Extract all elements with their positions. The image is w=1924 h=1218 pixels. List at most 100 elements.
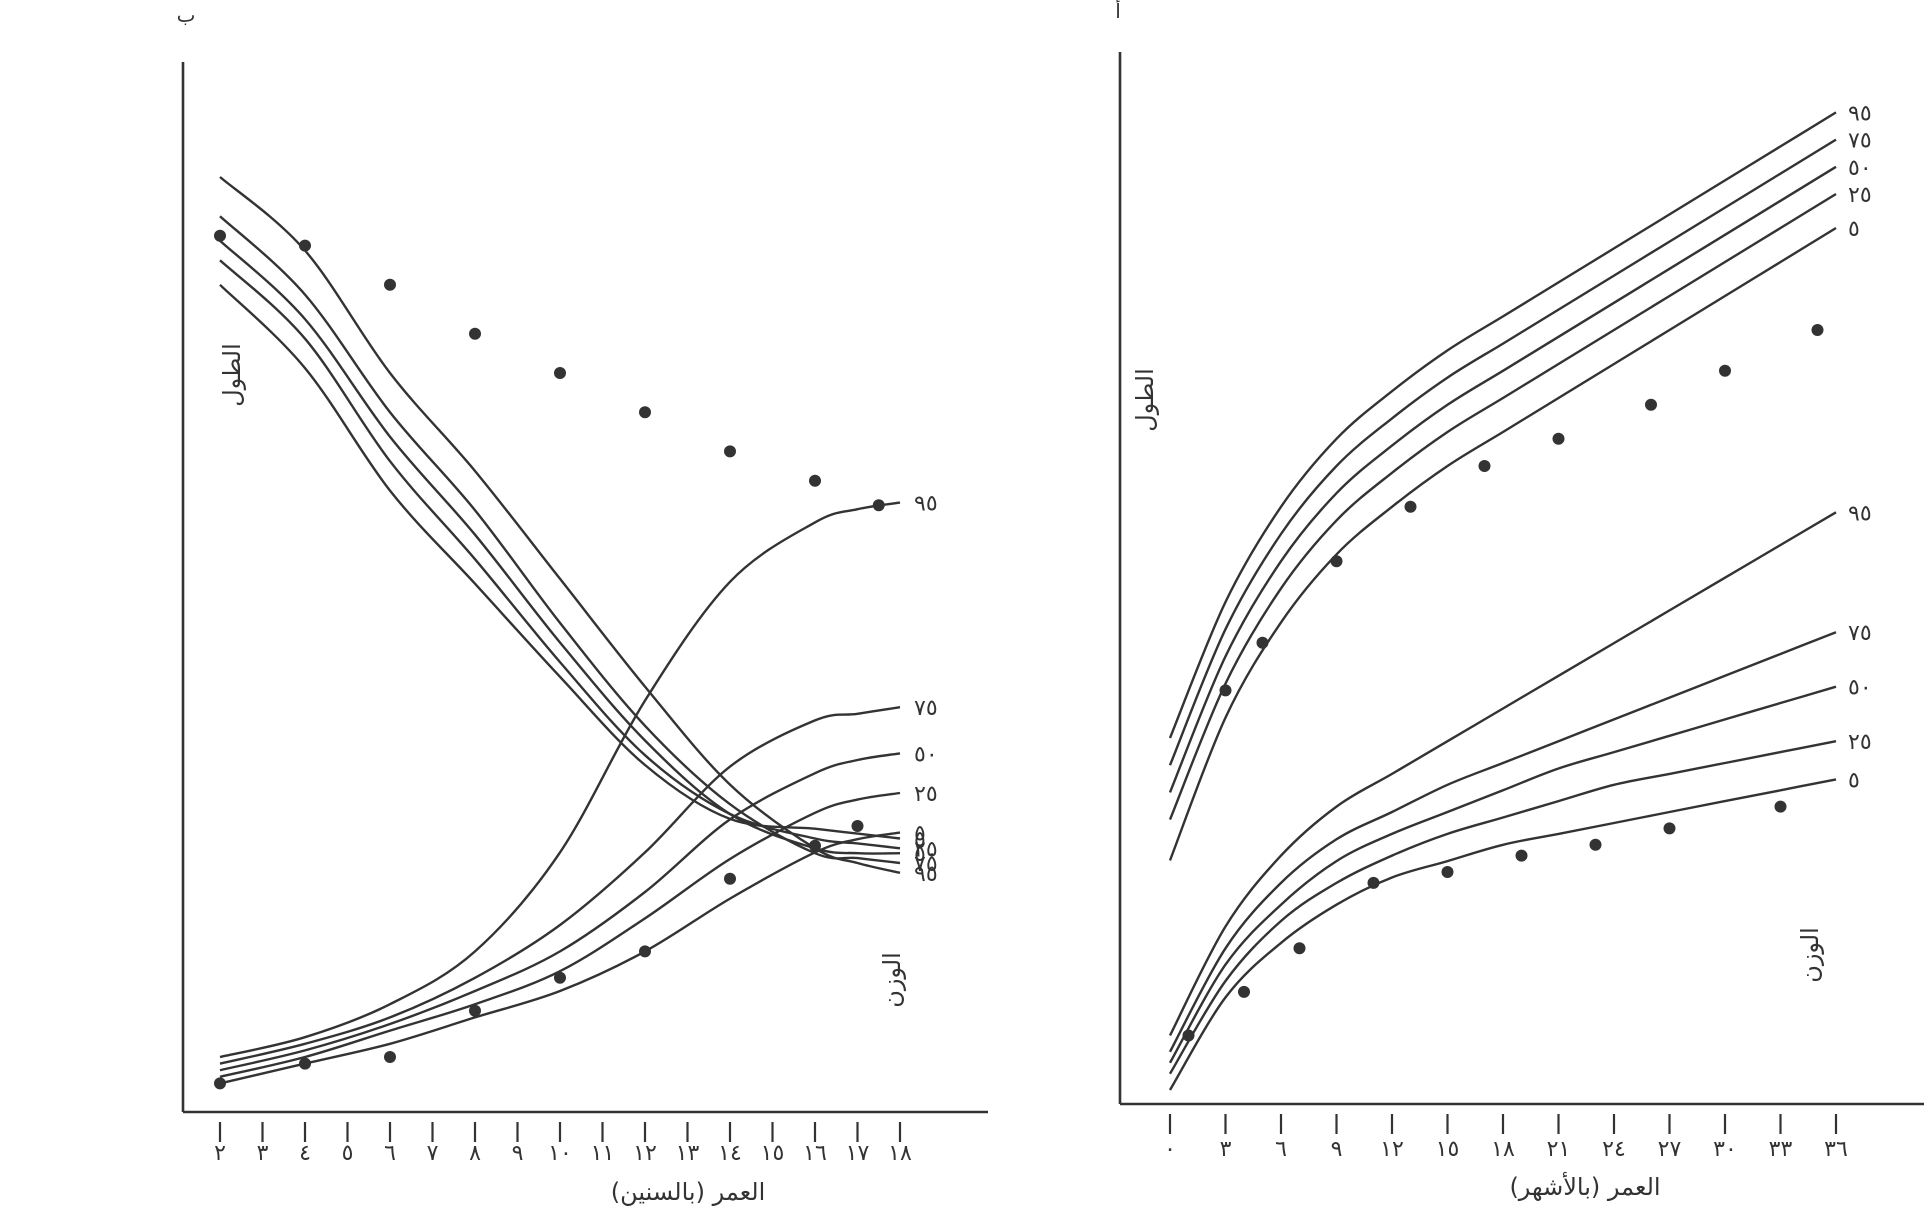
percentile-label: ٥: [914, 822, 926, 847]
percentile-label: ٢٥: [1848, 183, 1872, 208]
weight-curves-group: ٩٥ ٧٥ ٥٠ ٢٥ ٥ الوزن: [1168, 501, 1872, 1091]
measurement-point: [1645, 398, 1657, 411]
measurement-point: [639, 945, 651, 958]
x-tick-label: ٢١: [1547, 1137, 1571, 1162]
x-tick-label: ٤: [299, 1141, 311, 1166]
percentile-curve: [219, 283, 901, 840]
x-tick-label: ١٧: [846, 1141, 870, 1166]
percentile-curve: [219, 176, 901, 874]
measurement-point: [384, 1051, 396, 1063]
percentile-label: ٥: [1848, 768, 1860, 793]
percentile-label: ٩٥: [914, 862, 938, 887]
percentile-label: ٢٥: [914, 782, 938, 807]
percentile-curve: [219, 501, 901, 1059]
percentile-curve: [1168, 511, 1837, 1037]
x-tick-label: ٧: [427, 1141, 439, 1166]
percentile-curve: [1168, 631, 1837, 1053]
height-label: الطول: [218, 343, 246, 407]
percentile-label: ٥٠: [1848, 156, 1872, 181]
panel-b-age-years: ٢ ٣ ٤ ٥ ٦ ٧ ٨ ٩ ١٠ ١١ ١٢ ١٣ ١٤ ١٥ ١٦ ١٧ ١٨ العمر (بالسنين…: [177, 3, 988, 1206]
percentile-curve: [219, 259, 901, 850]
x-tick-label: ١٢: [633, 1141, 657, 1166]
percentile-label: ٧٥: [1848, 621, 1872, 646]
measurement-point: [1367, 876, 1380, 889]
percentile-label: ٩٥: [1848, 101, 1872, 126]
measurement-point: [1719, 364, 1731, 377]
panel-label: أ: [1115, 0, 1121, 23]
panel-label: ب: [177, 3, 196, 27]
percentile-curve: [219, 791, 901, 1078]
measurement-point: [299, 1057, 311, 1070]
percentile-curve: [219, 215, 901, 865]
measurement-point: [1478, 460, 1491, 472]
measurement-point: [214, 229, 226, 242]
x-tick-label: ٦: [1275, 1137, 1287, 1162]
percentile-curve: [1168, 685, 1837, 1064]
percentile-curve: [1168, 778, 1837, 1091]
x-tick-label: ٦: [384, 1141, 396, 1166]
measurement-point: [299, 239, 311, 252]
measurement-point: [1330, 555, 1343, 568]
measurement-point: [554, 971, 566, 984]
percentile-label: ٥٠: [914, 842, 938, 867]
measurement-point: [1219, 684, 1232, 697]
measurement-point: [724, 872, 736, 885]
x-tick-label: ١٦: [803, 1141, 827, 1166]
percentile-curve: [1168, 138, 1837, 766]
measurement-point: [469, 1004, 481, 1017]
percentile-label: ٢٥: [914, 837, 938, 862]
percentile-label: ٩٥: [1848, 501, 1872, 526]
measurement-point: [851, 820, 864, 832]
measurement-point: [1811, 324, 1824, 336]
percentile-label: ٥: [1848, 217, 1860, 242]
measurement-point: [1774, 800, 1787, 813]
x-tick-label: ٢٧: [1658, 1137, 1682, 1162]
percentile-label: ٩٥: [914, 492, 938, 517]
x-axis-label: العمر (بالأشهر): [1509, 1172, 1660, 1201]
percentile-label: ٧٥: [1848, 129, 1872, 154]
x-tick-label: ٩: [512, 1141, 524, 1166]
measurement-point: [1256, 636, 1269, 649]
measurement-point: [724, 445, 736, 458]
x-tick-label: ١٢: [1380, 1137, 1404, 1162]
percentile-label: ٢٥: [1848, 730, 1872, 755]
measurement-point: [809, 839, 821, 852]
x-tick-label: ٣٦: [1824, 1137, 1848, 1162]
weight-label: الوزن: [1796, 927, 1824, 983]
x-tick-label: ١٥: [761, 1141, 785, 1166]
measurement-point: [639, 406, 651, 419]
x-tick-label: ٩: [1331, 1137, 1343, 1162]
x-tick-label: ١٥: [1436, 1137, 1460, 1162]
percentile-label: ٥٠: [914, 742, 938, 767]
percentile-curve: [1168, 111, 1837, 739]
x-axis-label: العمر (بالسنين): [611, 1178, 766, 1206]
percentile-curve: [1168, 226, 1837, 861]
percentile-label: ٧٥: [914, 852, 938, 877]
measurement-point: [1293, 942, 1306, 955]
x-tick-label: ٢: [214, 1141, 226, 1166]
measurement-point: [1441, 866, 1454, 878]
percentile-curve: [1168, 192, 1837, 821]
measurement-point: [214, 1077, 226, 1090]
measurement-point: [809, 474, 821, 487]
x-tick-label: ١٤: [718, 1141, 742, 1166]
x-tick-label: ٣٣: [1769, 1137, 1793, 1162]
percentile-label: ٥٠: [1848, 676, 1872, 701]
x-tick-label: ٥: [342, 1141, 354, 1166]
x-tick-label: ٨: [469, 1141, 481, 1166]
measurement-point: [1182, 1029, 1195, 1042]
measurement-point: [1238, 985, 1250, 998]
x-tick-label: ١٣: [676, 1141, 700, 1166]
percentile-curve: [219, 831, 901, 1085]
weight-label: الوزن: [878, 952, 906, 1008]
measurement-point: [469, 327, 481, 340]
x-tick-label: ٠: [1164, 1137, 1176, 1162]
height-label: الطول: [1131, 368, 1159, 432]
percentile-curve: [219, 752, 901, 1072]
x-tick-label: ١٨: [1491, 1137, 1515, 1162]
measurement-point: [1552, 432, 1565, 445]
